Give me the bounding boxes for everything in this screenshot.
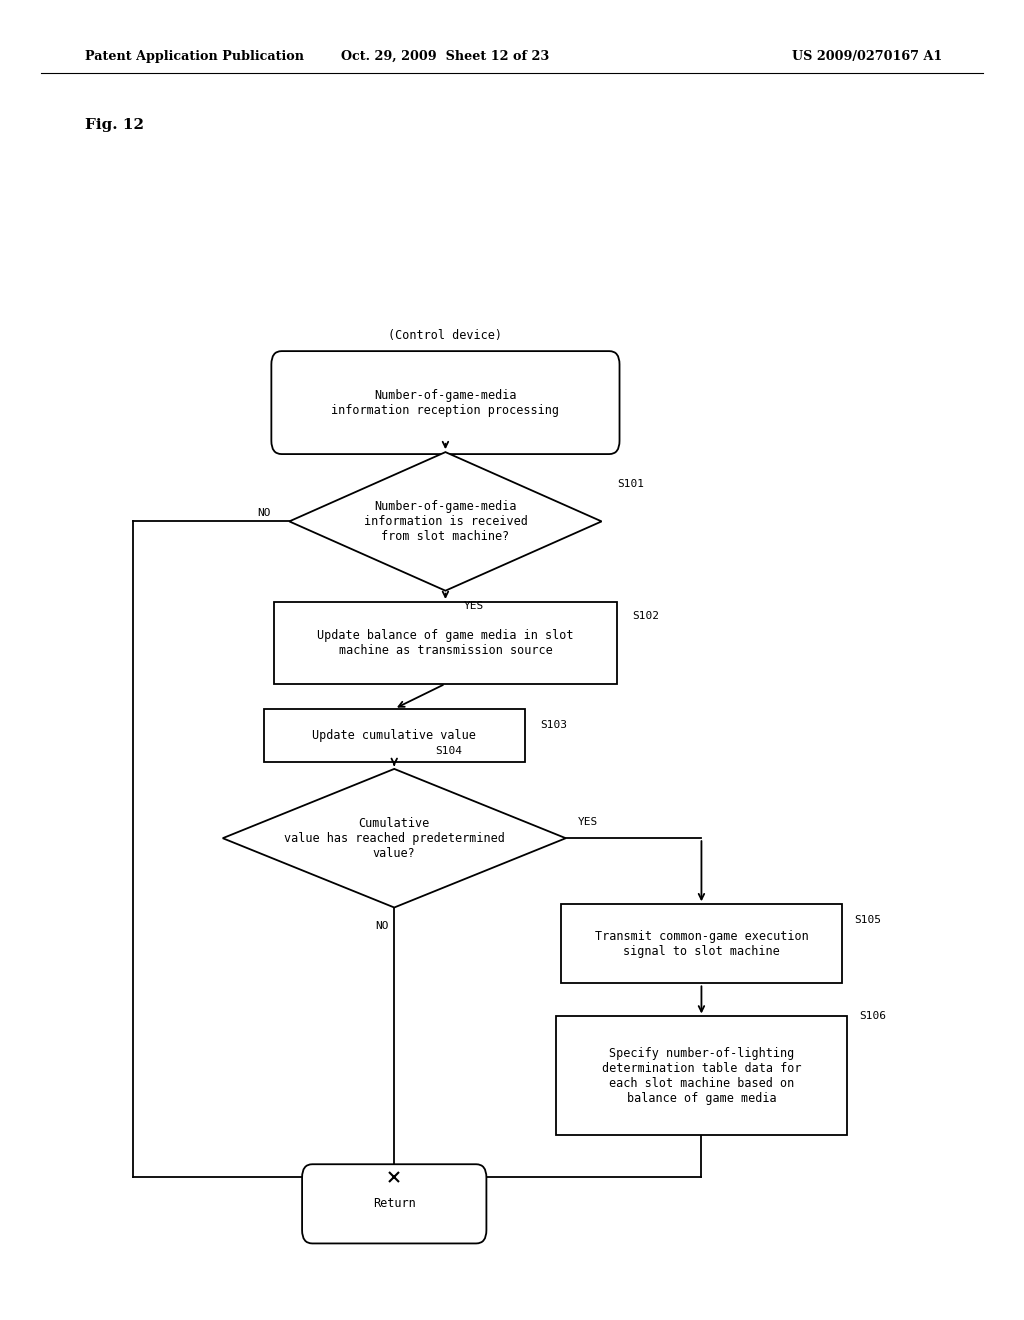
Text: YES: YES — [464, 602, 484, 611]
Text: Number-of-game-media
information reception processing: Number-of-game-media information recepti… — [332, 388, 559, 417]
Text: Cumulative
value has reached predetermined
value?: Cumulative value has reached predetermin… — [284, 817, 505, 859]
Text: Fig. 12: Fig. 12 — [85, 119, 144, 132]
Polygon shape — [289, 451, 602, 591]
FancyBboxPatch shape — [302, 1164, 486, 1243]
Text: YES: YES — [578, 817, 598, 828]
Text: US 2009/0270167 A1: US 2009/0270167 A1 — [792, 50, 942, 63]
Text: S101: S101 — [616, 479, 644, 490]
Text: Update cumulative value: Update cumulative value — [312, 729, 476, 742]
Bar — [264, 709, 524, 762]
Text: Transmit common-game execution
signal to slot machine: Transmit common-game execution signal to… — [595, 929, 808, 958]
Bar — [556, 1016, 848, 1135]
Bar — [561, 904, 843, 983]
Text: S104: S104 — [435, 746, 462, 755]
Text: NO: NO — [376, 921, 389, 931]
Text: S102: S102 — [633, 611, 659, 622]
Text: Update balance of game media in slot
machine as transmission source: Update balance of game media in slot mac… — [317, 628, 573, 657]
Text: S103: S103 — [541, 719, 567, 730]
Bar — [273, 602, 616, 684]
Text: Oct. 29, 2009  Sheet 12 of 23: Oct. 29, 2009 Sheet 12 of 23 — [341, 50, 550, 63]
Text: (Control device): (Control device) — [388, 329, 503, 342]
FancyBboxPatch shape — [271, 351, 620, 454]
Text: NO: NO — [257, 508, 270, 519]
Polygon shape — [223, 768, 565, 908]
Text: Number-of-game-media
information is received
from slot machine?: Number-of-game-media information is rece… — [364, 500, 527, 543]
Text: Specify number-of-lighting
determination table data for
each slot machine based : Specify number-of-lighting determination… — [602, 1047, 801, 1105]
Text: Return: Return — [373, 1197, 416, 1210]
Text: Patent Application Publication: Patent Application Publication — [85, 50, 304, 63]
Text: S106: S106 — [860, 1011, 887, 1022]
Text: S105: S105 — [854, 915, 882, 925]
